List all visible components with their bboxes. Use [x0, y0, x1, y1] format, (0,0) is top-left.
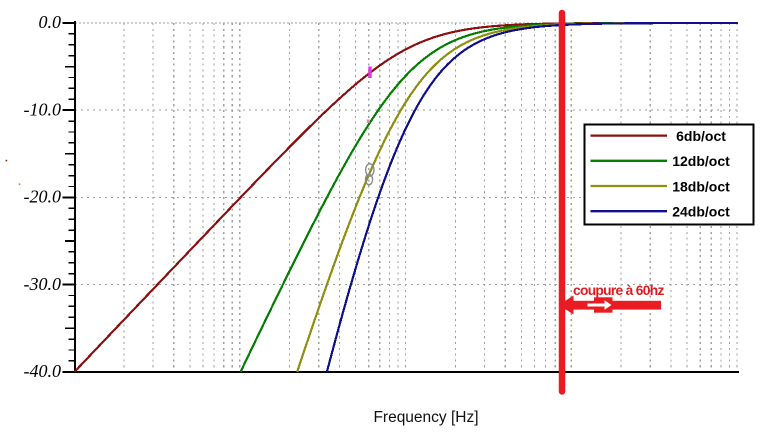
svg-text:24db/oct: 24db/oct: [672, 204, 730, 220]
svg-text:-40.0: -40.0: [24, 361, 62, 381]
svg-text:coupure à 60hz: coupure à 60hz: [573, 283, 664, 298]
svg-text:18db/oct: 18db/oct: [672, 178, 730, 194]
svg-text:0.0: 0.0: [39, 12, 62, 32]
svg-text:-20.0: -20.0: [24, 187, 62, 207]
svg-text:12db/oct: 12db/oct: [672, 153, 730, 169]
svg-text:-10.0: -10.0: [24, 99, 62, 119]
svg-text:-30.0: -30.0: [24, 274, 62, 294]
svg-text:6db/oct: 6db/oct: [676, 128, 726, 144]
svg-text:Frequency [Hz]: Frequency [Hz]: [373, 409, 478, 426]
